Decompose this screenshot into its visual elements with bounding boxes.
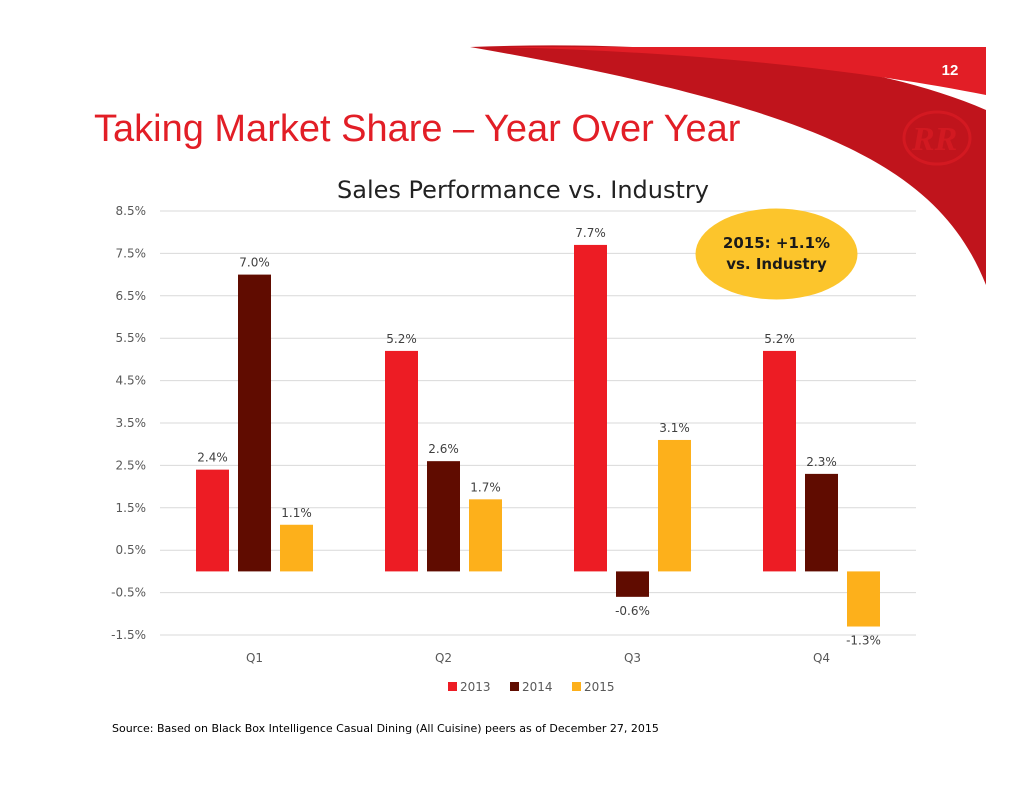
legend-swatch-2013 <box>448 682 457 691</box>
callout-line-2: vs. Industry <box>726 255 827 273</box>
x-tick-label: Q4 <box>813 651 830 665</box>
callout-ellipse-shape <box>695 208 858 300</box>
y-tick-label: 2.5% <box>116 458 147 472</box>
callout-bubble: 2015: +1.1% vs. Industry <box>695 208 858 300</box>
x-tick-label: Q2 <box>435 651 452 665</box>
y-tick-label: 8.5% <box>116 204 147 218</box>
bar-2014-Q1 <box>238 274 271 572</box>
slide-title: Taking Market Share – Year Over Year <box>94 108 741 150</box>
data-label-2014-Q2: 2.6% <box>428 442 459 456</box>
svg-text:RR: RR <box>911 121 957 158</box>
legend-label-2014: 2014 <box>522 680 553 694</box>
legend-swatch-2015 <box>572 682 581 691</box>
data-label-2013-Q2: 5.2% <box>386 332 417 346</box>
page-number: 12 <box>941 62 959 79</box>
data-label-2015-Q3: 3.1% <box>659 421 690 435</box>
y-tick-label: 7.5% <box>116 246 147 260</box>
callout-line-1: 2015: +1.1% <box>722 234 831 252</box>
data-label-2014-Q4: 2.3% <box>806 455 837 469</box>
data-label-2013-Q3: 7.7% <box>575 226 606 240</box>
y-tick-label: 5.5% <box>116 331 147 345</box>
data-label-2015-Q2: 1.7% <box>470 480 501 494</box>
y-tick-label: -0.5% <box>111 586 146 600</box>
data-label-2015-Q4: -1.3% <box>846 634 881 648</box>
legend-label-2015: 2015 <box>584 680 615 694</box>
data-label-2014-Q1: 7.0% <box>239 256 270 270</box>
bar-2013-Q1 <box>196 469 229 572</box>
y-tick-label: 4.5% <box>116 374 147 388</box>
source-note: Source: Based on Black Box Intelligence … <box>112 722 659 735</box>
bar-2013-Q3 <box>574 244 607 572</box>
y-tick-label: 6.5% <box>116 289 147 303</box>
bar-2014-Q3 <box>616 571 649 597</box>
data-label-2013-Q4: 5.2% <box>764 332 795 346</box>
bar-2013-Q4 <box>763 350 796 572</box>
brand-logo: RR <box>902 110 972 166</box>
data-label-2013-Q1: 2.4% <box>197 451 228 465</box>
y-tick-label: 0.5% <box>116 543 147 557</box>
bar-2014-Q4 <box>805 473 838 572</box>
bar-2014-Q2 <box>427 461 460 572</box>
data-label-2014-Q3: -0.6% <box>615 604 650 618</box>
chart-title: Sales Performance vs. Industry <box>337 176 709 204</box>
bar-chart: Sales Performance vs. Industry 8.5% 7.5% 6.… <box>111 176 916 694</box>
bar-2015-Q4 <box>847 571 880 627</box>
bar-2015-Q3 <box>658 439 691 572</box>
callout-ellipse <box>695 208 858 300</box>
x-tick-label: Q3 <box>624 651 641 665</box>
bar-2015-Q1 <box>280 524 313 572</box>
bar-2013-Q2 <box>385 350 418 572</box>
y-tick-label: 3.5% <box>116 416 147 430</box>
y-tick-label: 1.5% <box>116 501 147 515</box>
legend-swatch-2014 <box>510 682 519 691</box>
data-label-2015-Q1: 1.1% <box>281 506 312 520</box>
bar-2015-Q2 <box>469 499 502 572</box>
x-tick-label: Q1 <box>246 651 263 665</box>
y-tick-label: -1.5% <box>111 628 146 642</box>
legend-label-2013: 2013 <box>460 680 491 694</box>
